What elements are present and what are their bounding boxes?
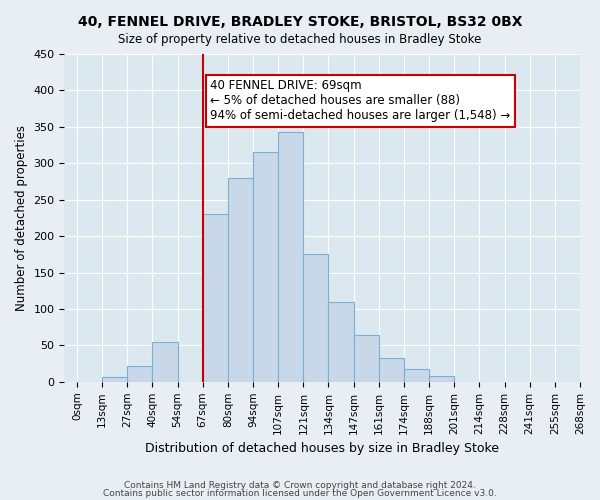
Bar — [152, 342, 178, 382]
Text: Contains public sector information licensed under the Open Government Licence v3: Contains public sector information licen… — [103, 488, 497, 498]
Text: Contains HM Land Registry data © Crown copyright and database right 2024.: Contains HM Land Registry data © Crown c… — [124, 481, 476, 490]
Text: Size of property relative to detached houses in Bradley Stoke: Size of property relative to detached ho… — [118, 32, 482, 46]
Bar — [379, 358, 404, 382]
Bar — [304, 254, 328, 382]
Bar — [404, 368, 429, 382]
Bar — [228, 178, 253, 382]
X-axis label: Distribution of detached houses by size in Bradley Stoke: Distribution of detached houses by size … — [145, 442, 499, 455]
Bar — [353, 335, 379, 382]
Text: 40, FENNEL DRIVE, BRADLEY STOKE, BRISTOL, BS32 0BX: 40, FENNEL DRIVE, BRADLEY STOKE, BRISTOL… — [78, 15, 522, 29]
Text: 40 FENNEL DRIVE: 69sqm
← 5% of detached houses are smaller (88)
94% of semi-deta: 40 FENNEL DRIVE: 69sqm ← 5% of detached … — [210, 80, 511, 122]
Bar — [102, 378, 127, 382]
Bar — [278, 132, 304, 382]
Bar — [203, 214, 228, 382]
Bar — [127, 366, 152, 382]
Bar — [429, 376, 454, 382]
Y-axis label: Number of detached properties: Number of detached properties — [15, 125, 28, 311]
Bar — [328, 302, 353, 382]
Bar — [253, 152, 278, 382]
